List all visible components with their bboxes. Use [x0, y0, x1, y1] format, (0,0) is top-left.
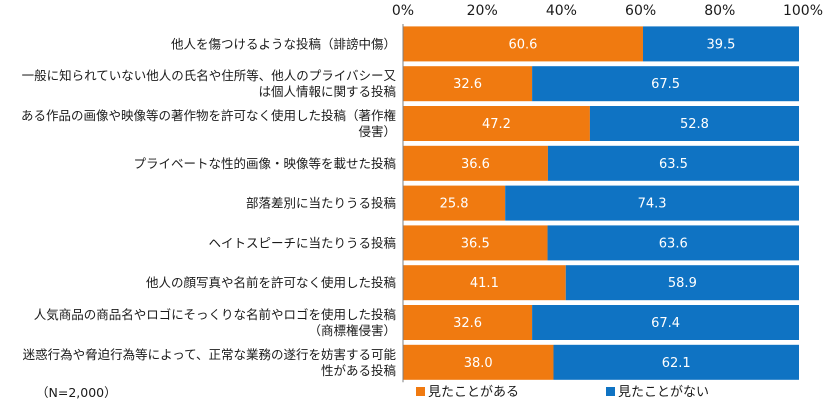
value-label-seen: 32.6 — [453, 316, 482, 331]
bar-not-seen — [553, 344, 799, 380]
category-label: 他人の顔写真や名前を許可なく使用した投稿 — [146, 275, 396, 290]
x-tick-label: 20% — [467, 3, 498, 19]
category-label: （商標権侵害） — [308, 323, 396, 338]
value-label-seen: 60.6 — [509, 37, 538, 52]
category-label: 部落差別に当たりうる投稿 — [246, 196, 396, 211]
bar-seen — [403, 225, 548, 261]
category-label: ある作品の画像や映像等の著作物を許可なく使用した投稿（著作権 — [21, 108, 396, 123]
bar-not-seen — [565, 265, 799, 301]
category-label: 迷惑行為や脅迫行為等によって、正常な業務の遂行を妨害する可能 — [23, 347, 397, 362]
category-label: 人気商品の商品名やロゴにそっくりな名前やロゴを使用した投稿 — [34, 307, 396, 322]
value-label-seen: 25.8 — [440, 197, 469, 212]
value-label-seen: 47.2 — [482, 117, 511, 132]
x-tick-label: 80% — [704, 3, 735, 19]
value-label-seen: 32.6 — [453, 77, 482, 92]
legend-label: 見たことがない — [618, 385, 709, 400]
value-label-not-seen: 39.5 — [707, 37, 736, 52]
value-label-not-seen: 62.1 — [662, 356, 691, 371]
value-label-seen: 36.5 — [461, 236, 490, 251]
category-label: は個人情報に関する投稿 — [258, 84, 396, 99]
bar-not-seen — [547, 225, 799, 261]
value-label-not-seen: 63.5 — [659, 157, 688, 172]
bar-seen — [403, 106, 590, 141]
bar-seen — [403, 145, 548, 181]
category-label: 性がある投稿 — [321, 363, 396, 378]
category-label: 一般に知られていない他人の氏名や住所等、他人のプライバシー又 — [22, 68, 397, 83]
x-tick-label: 0% — [392, 3, 414, 19]
value-label-not-seen: 58.9 — [668, 276, 697, 291]
x-tick-label: 40% — [546, 3, 577, 19]
value-label-not-seen: 63.6 — [659, 236, 688, 251]
sample-size-note: （N=2,000） — [36, 385, 117, 400]
bar-seen — [403, 265, 566, 301]
value-label-seen: 36.6 — [461, 157, 490, 172]
category-label: ヘイトスピーチに当たりうる投稿 — [208, 235, 396, 250]
bar-not-seen — [532, 66, 799, 102]
x-tick-label: 100% — [783, 3, 823, 19]
bar-seen — [403, 26, 643, 62]
value-label-seen: 38.0 — [464, 356, 493, 371]
bar-seen — [403, 66, 533, 102]
bar-not-seen — [532, 305, 799, 340]
legend-swatch — [606, 387, 615, 396]
x-tick-label: 60% — [625, 3, 656, 19]
legend-swatch — [416, 387, 425, 396]
legend-label: 見たことがある — [428, 385, 519, 400]
category-label: 他人を傷つけるような投稿（誹謗中傷） — [171, 36, 396, 51]
value-label-not-seen: 74.3 — [638, 197, 667, 212]
bar-not-seen — [589, 106, 799, 141]
value-label-not-seen: 67.4 — [651, 316, 680, 331]
value-label-not-seen: 52.8 — [680, 117, 709, 132]
value-label-seen: 41.1 — [470, 276, 499, 291]
bar-not-seen — [642, 26, 799, 62]
category-label: 侵害） — [358, 124, 396, 139]
value-label-not-seen: 67.5 — [651, 77, 680, 92]
bar-not-seen — [547, 145, 799, 181]
bar-seen — [403, 185, 506, 221]
bar-not-seen — [505, 185, 799, 221]
category-label: プライベートな性的画像・映像等を載せた投稿 — [133, 156, 396, 171]
bar-seen — [403, 305, 533, 340]
bar-seen — [403, 344, 554, 380]
